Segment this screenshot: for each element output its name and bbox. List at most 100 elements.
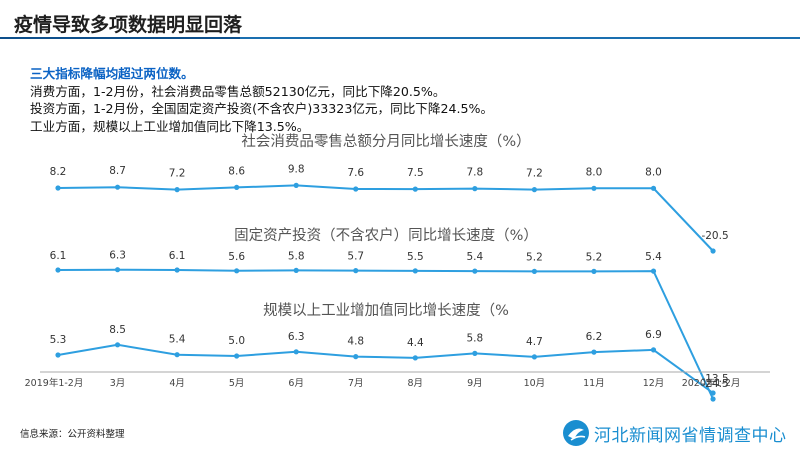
x-tick-label: 5月 (229, 378, 245, 389)
data-point (472, 186, 478, 192)
data-point (293, 267, 299, 273)
data-point (710, 396, 716, 402)
series-line (57, 184, 714, 252)
data-point (174, 187, 180, 193)
data-label: 7.2 (169, 168, 186, 180)
title-underline (0, 37, 800, 39)
summary-lead: 三大指标降幅均超过两位数。 (30, 66, 194, 81)
x-tick-label: 7月 (348, 378, 364, 389)
data-label: -13.5 (701, 373, 728, 385)
x-tick-label: 12月 (643, 378, 665, 389)
x-tick-label: 9月 (467, 378, 483, 389)
x-tick-label: 2020年1-2月 (682, 377, 741, 389)
data-label: 8.2 (50, 166, 67, 178)
data-label: 6.1 (169, 250, 186, 262)
data-point (472, 350, 478, 356)
data-label: 6.3 (288, 331, 305, 343)
data-label: 9.8 (288, 163, 305, 175)
data-point (293, 349, 299, 355)
data-label: 6.1 (50, 250, 67, 262)
logo: 河北新闻网省情调查中心 (562, 419, 787, 447)
data-point (55, 267, 61, 273)
data-point (174, 267, 180, 273)
data-label: 4.8 (347, 336, 364, 348)
data-point (55, 185, 61, 191)
data-label: 7.2 (526, 168, 543, 180)
data-label: 5.0 (228, 335, 245, 347)
x-tick-label: 4月 (169, 378, 185, 389)
data-label: 5.7 (347, 251, 364, 263)
data-point (710, 390, 716, 396)
summary-block: 三大指标降幅均超过两位数。 消费方面，1-2月份，社会消费品零售总额52130亿… (30, 65, 493, 135)
hebei-news-logo-icon (563, 420, 589, 446)
x-tick-label: 3月 (110, 378, 126, 389)
data-label: 8.6 (228, 165, 245, 177)
data-label: 7.8 (466, 167, 483, 179)
data-point (591, 268, 597, 274)
data-point (55, 352, 61, 358)
summary-line-investment: 投资方面，1-2月份，全国固定资产投资(不含农户)33323亿元，同比下降24.… (30, 101, 494, 116)
data-label: 5.4 (645, 251, 662, 263)
data-label: 7.6 (347, 167, 364, 179)
data-label: 5.2 (586, 251, 603, 263)
data-point (114, 342, 121, 348)
data-label: 8.5 (109, 324, 126, 336)
data-point (174, 352, 180, 358)
data-label: -20.5 (701, 230, 728, 242)
data-point (472, 268, 478, 274)
data-label: 6.3 (109, 250, 126, 262)
data-point (531, 187, 538, 193)
data-point (114, 267, 121, 273)
data-point (591, 185, 597, 191)
data-point (234, 184, 240, 190)
series-title: 固定资产投资（不含农户）同比增长速度（%） (234, 227, 538, 244)
summary-line-consumption: 消费方面，1-2月份，社会消费品零售总额52130亿元，同比下降20.5%。 (30, 83, 446, 99)
data-label: 7.5 (407, 167, 424, 179)
data-label: 4.7 (526, 336, 543, 348)
data-label: 6.9 (645, 329, 662, 341)
page-title: 疫情导致多项数据明显回落 (14, 14, 243, 36)
data-point (531, 354, 538, 360)
data-point (531, 268, 538, 274)
data-label: 8.7 (109, 165, 126, 177)
data-point (293, 182, 299, 188)
data-point (234, 268, 240, 274)
data-label: 5.4 (466, 251, 483, 263)
data-label: 6.2 (586, 331, 603, 343)
data-label: 5.8 (466, 332, 483, 344)
series-line (57, 268, 714, 400)
data-label: 4.4 (407, 337, 424, 349)
series-title: 规模以上工业增加值同比增长速度（% (263, 302, 509, 319)
data-point (650, 268, 657, 274)
data-label: 5.5 (407, 251, 424, 263)
series-line (57, 343, 714, 394)
data-point (412, 268, 418, 274)
x-tick-label: 6月 (288, 378, 304, 389)
data-point (412, 355, 418, 361)
data-point (591, 349, 597, 355)
logo-text: 河北新闻网省情调查中心 (594, 425, 787, 446)
data-label: 8.0 (586, 166, 603, 178)
data-label: 5.8 (288, 250, 305, 262)
data-point (412, 186, 418, 192)
data-point (114, 184, 121, 190)
data-label: 5.2 (526, 251, 543, 263)
source-note: 信息来源：公开资料整理 (20, 429, 125, 440)
data-label: 5.3 (50, 334, 67, 346)
x-tick-label: 2019年1-2月 (25, 377, 84, 389)
data-label: 5.6 (228, 251, 245, 263)
data-label: 8.0 (645, 166, 662, 178)
data-point (650, 347, 657, 353)
data-point (353, 354, 359, 360)
data-point (353, 186, 359, 192)
data-point (353, 268, 359, 274)
data-label: 5.4 (169, 334, 186, 346)
x-tick-label: 11月 (583, 378, 605, 389)
series-title: 社会消费品零售总额分月同比增长速度（%） (241, 133, 530, 150)
data-point (650, 185, 657, 191)
x-tick-label: 10月 (524, 378, 546, 389)
data-point (234, 353, 240, 359)
x-tick-label: 8月 (408, 378, 424, 389)
summary-line-industry: 工业方面，规模以上工业增加值同比下降13.5%。 (30, 118, 310, 134)
